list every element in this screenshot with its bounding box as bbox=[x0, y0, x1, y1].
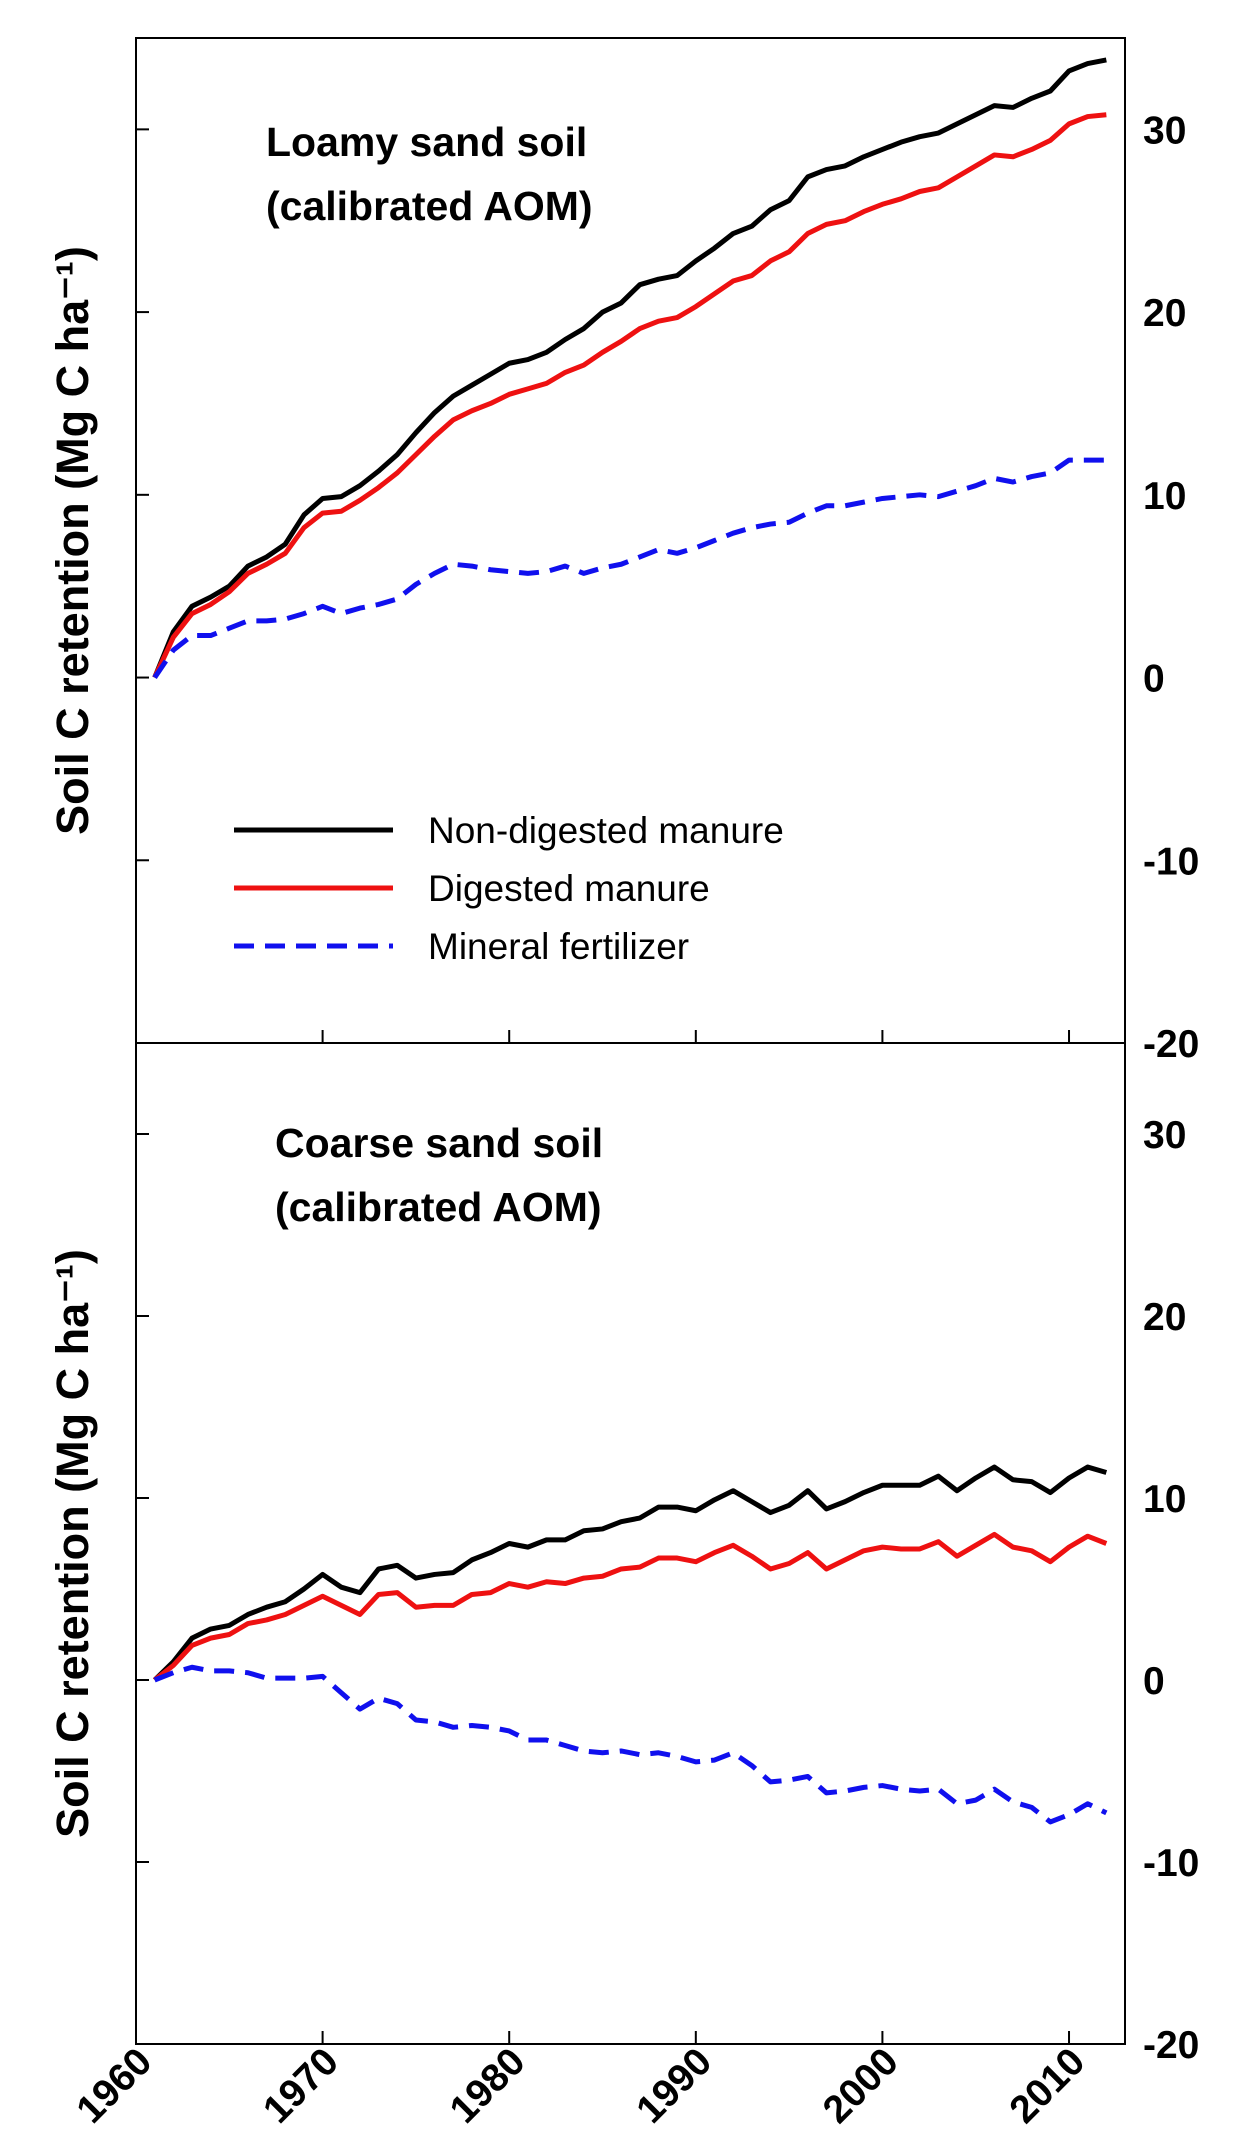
x-tick-label: 1970 bbox=[255, 2040, 347, 2132]
panel-title: Loamy sand soil bbox=[266, 119, 587, 165]
x-tick-label: 1990 bbox=[628, 2040, 720, 2132]
y-axis-label: Soil C retention (Mg C ha⁻¹) bbox=[47, 1249, 98, 1838]
legend-label: Digested manure bbox=[428, 868, 710, 909]
y-tick-label: 30 bbox=[1143, 109, 1186, 152]
panel-subtitle: (calibrated AOM) bbox=[266, 183, 593, 229]
y-tick-label: 10 bbox=[1143, 475, 1186, 518]
y-tick-label: 20 bbox=[1143, 1296, 1186, 1339]
x-tick-label: 1980 bbox=[442, 2040, 534, 2132]
legend-label: Non-digested manure bbox=[428, 810, 784, 851]
panel-subtitle: (calibrated AOM) bbox=[275, 1184, 602, 1230]
y-tick-label: 30 bbox=[1143, 1114, 1186, 1157]
legend-label: Mineral fertilizer bbox=[428, 926, 689, 967]
y-tick-label: 10 bbox=[1143, 1478, 1186, 1521]
data-line bbox=[152, 1464, 1108, 1682]
y-axis-label: Soil C retention (Mg C ha⁻¹) bbox=[47, 246, 98, 835]
y-tick-label: 0 bbox=[1143, 1660, 1165, 1703]
y-tick-label: -20 bbox=[1143, 2024, 1199, 2067]
x-tick-label: 1960 bbox=[69, 2040, 161, 2132]
y-tick-label: -10 bbox=[1143, 1842, 1199, 1885]
y-tick-label: -20 bbox=[1143, 1023, 1199, 1066]
y-tick-label: 0 bbox=[1143, 658, 1165, 701]
x-tick-label: 2000 bbox=[815, 2040, 907, 2132]
data-line bbox=[153, 1531, 1108, 1682]
plot-frame bbox=[135, 1042, 1126, 2045]
y-tick-label: 20 bbox=[1143, 292, 1186, 335]
x-tick-label: 2010 bbox=[1002, 2040, 1094, 2132]
y-tick-label: -10 bbox=[1143, 840, 1199, 883]
panel-title: Coarse sand soil bbox=[275, 1120, 603, 1166]
data-line bbox=[153, 1664, 1108, 1825]
data-line bbox=[152, 57, 1107, 679]
data-line bbox=[152, 457, 1107, 679]
data-line bbox=[152, 112, 1107, 679]
